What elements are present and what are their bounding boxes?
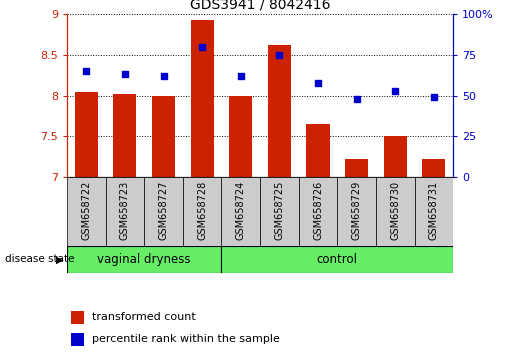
Bar: [299, 177, 337, 246]
Bar: [221, 246, 453, 273]
Bar: [144, 177, 183, 246]
Bar: [260, 177, 299, 246]
Text: ▶: ▶: [56, 254, 63, 264]
Bar: [106, 177, 144, 246]
Bar: [191, 20, 214, 177]
Point: [121, 72, 129, 77]
Point: [391, 88, 400, 93]
Text: GSM658729: GSM658729: [352, 181, 362, 240]
Bar: [183, 177, 221, 246]
Title: GDS3941 / 8042416: GDS3941 / 8042416: [190, 0, 330, 12]
Bar: [221, 177, 260, 246]
Point: [82, 68, 91, 74]
Bar: [345, 159, 368, 177]
Text: GSM658722: GSM658722: [81, 181, 91, 240]
Text: control: control: [317, 253, 358, 266]
Bar: [376, 177, 415, 246]
Point: [430, 95, 438, 100]
Bar: [71, 311, 84, 324]
Text: vaginal dryness: vaginal dryness: [97, 253, 191, 266]
Bar: [71, 333, 84, 346]
Bar: [113, 94, 136, 177]
Text: GSM658724: GSM658724: [236, 181, 246, 240]
Text: GSM658727: GSM658727: [159, 181, 168, 240]
Bar: [67, 246, 221, 273]
Bar: [268, 45, 291, 177]
Text: GSM658723: GSM658723: [120, 181, 130, 240]
Bar: [306, 124, 330, 177]
Text: GSM658731: GSM658731: [429, 181, 439, 240]
Bar: [152, 96, 175, 177]
Text: transformed count: transformed count: [92, 312, 196, 322]
Bar: [337, 177, 376, 246]
Bar: [415, 177, 453, 246]
Point: [275, 52, 283, 58]
Text: GSM658730: GSM658730: [390, 181, 400, 240]
Bar: [384, 136, 407, 177]
Point: [352, 96, 360, 102]
Bar: [67, 177, 106, 246]
Point: [159, 73, 167, 79]
Point: [314, 80, 322, 85]
Text: percentile rank within the sample: percentile rank within the sample: [92, 335, 280, 344]
Bar: [422, 159, 445, 177]
Point: [198, 44, 206, 50]
Bar: [75, 91, 98, 177]
Text: disease state: disease state: [5, 254, 75, 264]
Text: GSM658725: GSM658725: [274, 181, 284, 240]
Point: [236, 73, 245, 79]
Bar: [229, 96, 252, 177]
Text: GSM658728: GSM658728: [197, 181, 207, 240]
Text: GSM658726: GSM658726: [313, 181, 323, 240]
